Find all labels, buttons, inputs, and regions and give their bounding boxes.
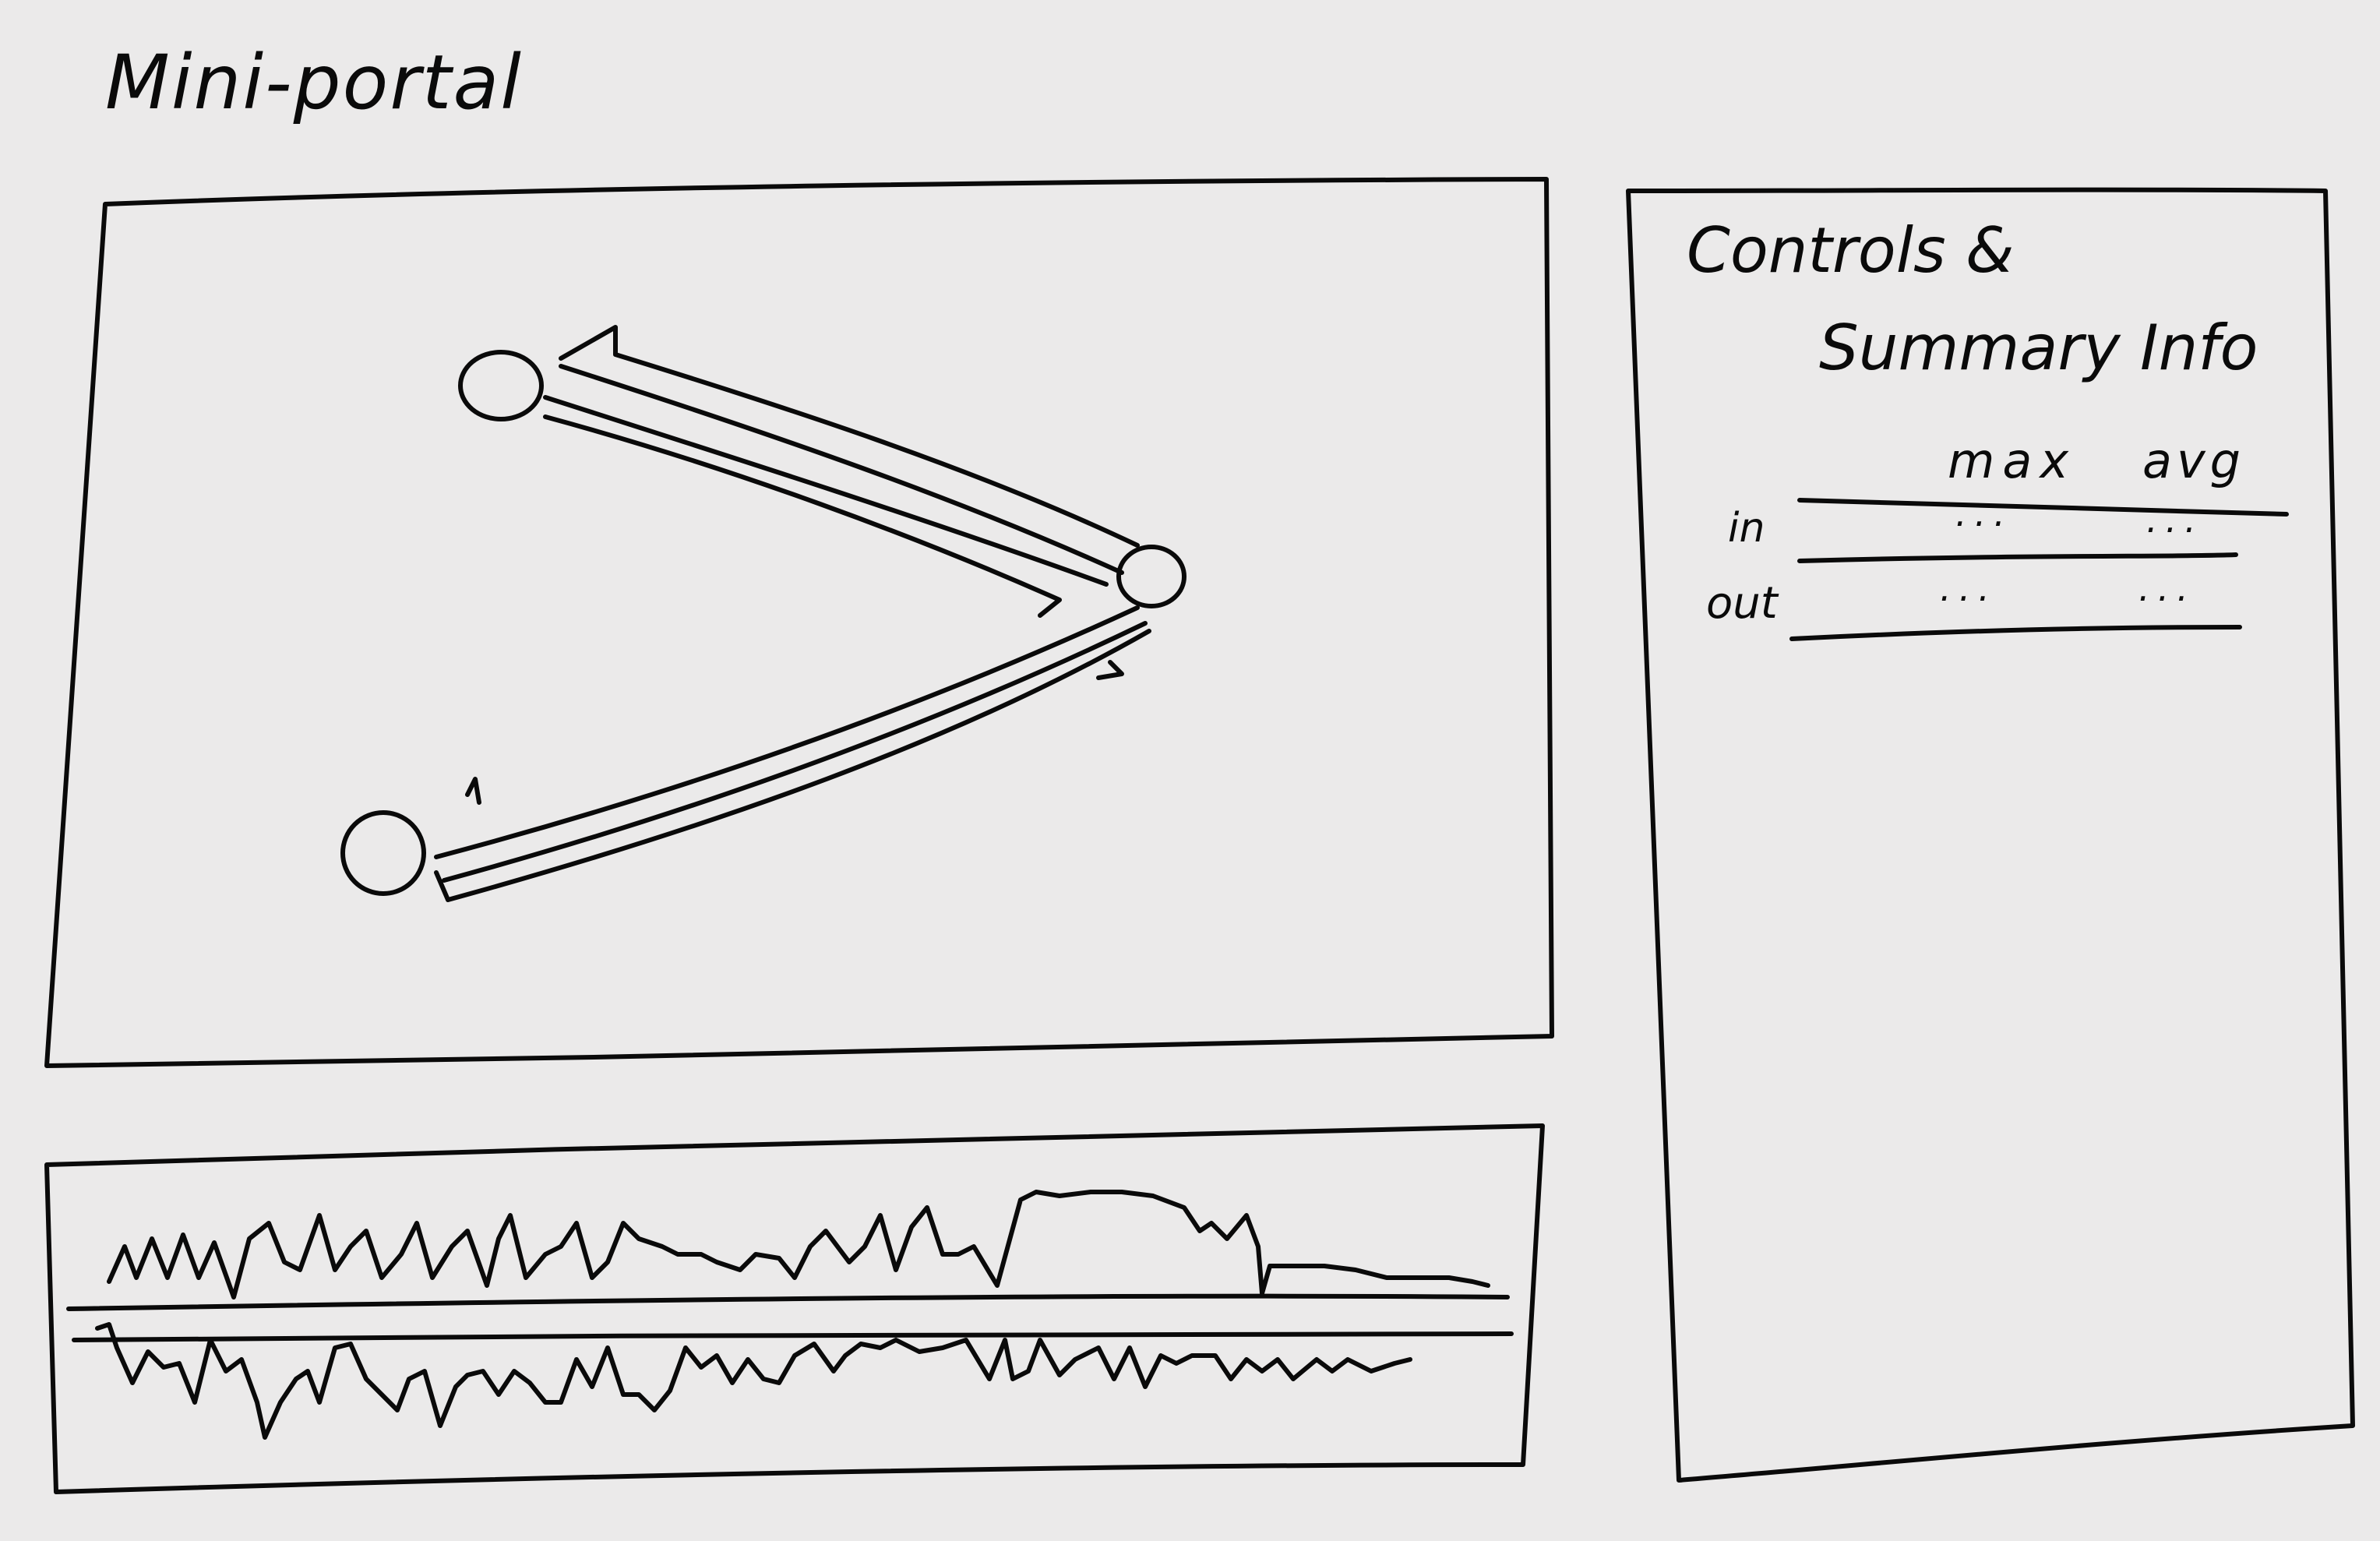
timeline-axis-top [66,1293,1510,1311]
summary-row-out-label: out [1706,578,1778,629]
summary-in-max: ... [1955,492,2013,534]
timeline-panel [44,1123,1545,1494]
graph-panel [44,177,1554,1068]
summary-table-row-rule-2 [1789,625,2242,641]
summary-out-max: ... [1940,567,1997,609]
page-title: Mini-portal [105,39,523,126]
summary-col-max: max [1948,432,2077,489]
summary-in-avg: ... [2146,499,2204,541]
summary-table-header-rule [1797,498,2289,517]
summary-title: Summary Info [1819,312,2258,384]
summary-table-row-rule-1 [1797,552,2238,563]
controls-title: Controls & [1687,214,2015,287]
timeline-axis-bottom [72,1331,1514,1342]
edge-lower [434,605,1151,902]
timeline-series-in [107,1190,1490,1299]
summary-row-in-label: in [1728,505,1765,552]
edge-upper [543,325,1140,618]
side-panel [1626,187,2355,1483]
graph-node-center[interactable] [1116,545,1186,608]
summary-col-avg: avg [2142,432,2246,489]
graph-node-bottom-left[interactable] [340,810,426,896]
summary-out-avg: ... [2138,567,2196,609]
timeline-series-out [95,1322,1412,1440]
graph-node-top-left[interactable] [458,350,544,421]
